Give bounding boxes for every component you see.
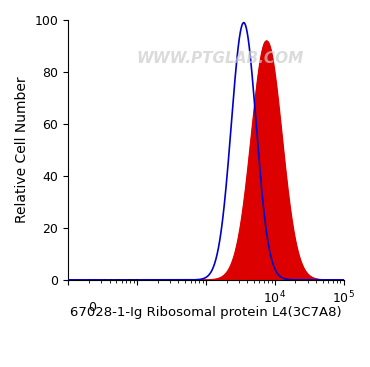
Text: WWW.PTGLAB.COM: WWW.PTGLAB.COM bbox=[136, 51, 303, 66]
Y-axis label: Relative Cell Number: Relative Cell Number bbox=[15, 77, 29, 223]
Title: 67028-1-Ig Ribosomal protein L4(3C7A8): 67028-1-Ig Ribosomal protein L4(3C7A8) bbox=[70, 306, 342, 319]
Text: 0: 0 bbox=[88, 301, 96, 314]
